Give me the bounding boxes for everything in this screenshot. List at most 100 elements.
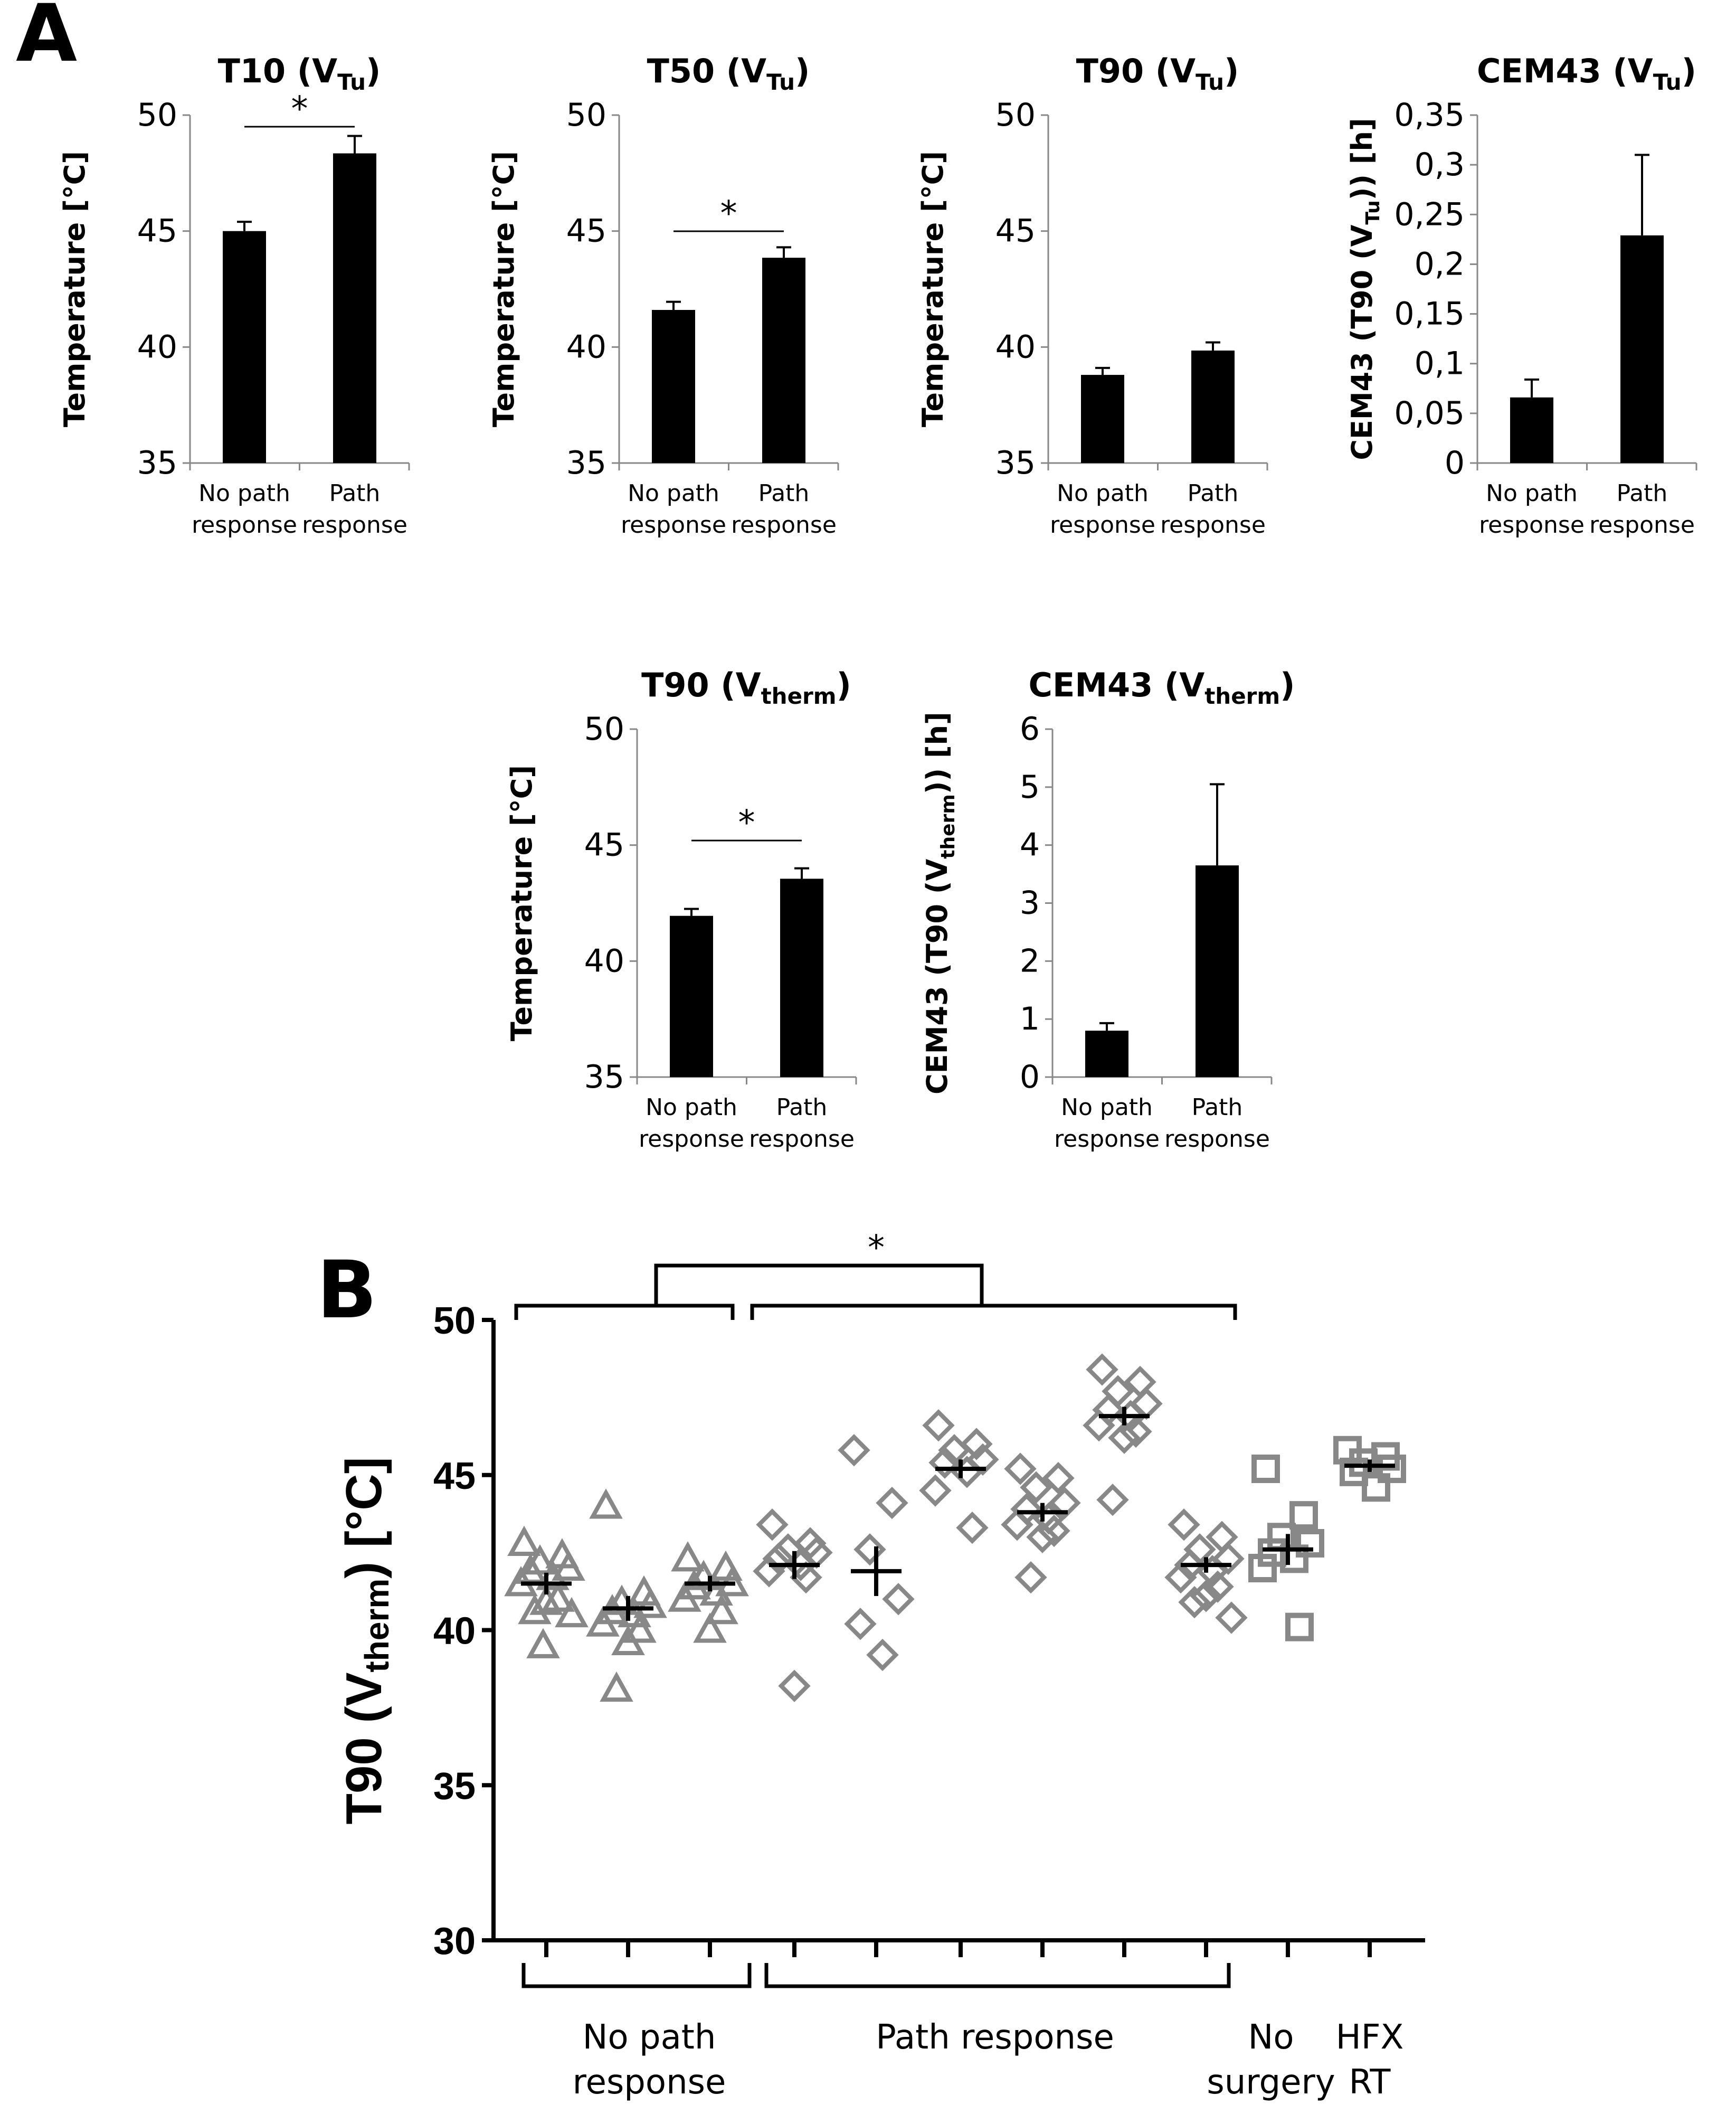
y-axis-label-main: CEM43 (T90 (V xyxy=(1345,224,1379,460)
scatter-chart-t90_vtherm_scatter: 30 35 40 45 50 T90 (Vtherm) [°C] * No path respo… xyxy=(336,1229,1425,2102)
group-label: RT xyxy=(1349,2063,1391,2102)
bar-no-path-response xyxy=(652,310,695,463)
chart-title-main: T90 (V xyxy=(641,666,761,704)
y-axis-label: T90 (Vtherm) [°C] xyxy=(336,1457,396,1824)
group-label: response xyxy=(573,2063,726,2102)
chart-title: CEM43 (VTu) xyxy=(1477,52,1696,95)
y-axis-label-end: )) [h] xyxy=(1345,118,1379,200)
category-label: No path xyxy=(1486,480,1578,507)
y-axis-label-main: T90 (V xyxy=(336,1673,392,1825)
chart-title-end: ) xyxy=(795,52,810,90)
y-tick-label: 35 xyxy=(584,1059,624,1096)
chart-title-sub: Tu xyxy=(766,69,795,95)
y-tick-label: 0 xyxy=(1445,445,1465,482)
significance-star: * xyxy=(291,90,308,129)
panel-label-b: B xyxy=(317,1244,377,1336)
data-point-diamond xyxy=(1178,1586,1211,1619)
data-point-diamond xyxy=(882,1583,915,1616)
chart-title-end: ) xyxy=(1224,52,1239,90)
y-tick-label: 45 xyxy=(584,827,624,864)
bracket-comparison xyxy=(654,1263,984,1306)
bracket-no-path xyxy=(514,1304,735,1320)
category-label: response xyxy=(1050,512,1155,539)
data-point-diamond xyxy=(919,1474,952,1507)
chart-title-sub: therm xyxy=(1204,683,1280,709)
data-point-triangle xyxy=(633,1588,667,1618)
category-label: Path xyxy=(1188,480,1239,507)
y-axis-label: Temperature [°C] xyxy=(487,151,520,427)
data-point-diamond xyxy=(838,1434,870,1467)
data-point-diamond xyxy=(1014,1561,1047,1594)
chart-title-main: T90 (V xyxy=(1076,52,1196,90)
data-point-triangle xyxy=(586,1606,620,1637)
data-point-triangle xyxy=(507,1525,541,1556)
data-point-square xyxy=(1296,1529,1324,1558)
y-tick-label: 40 xyxy=(995,328,1036,365)
category-label: response xyxy=(1589,512,1695,539)
data-point-diamond xyxy=(966,1443,999,1476)
y-tick-label: 4 xyxy=(1020,827,1040,864)
data-point-diamond xyxy=(1020,1471,1052,1504)
chart-title: T50 (VTu) xyxy=(647,52,810,95)
bar-chart-t90_vtherm: T90 (Vtherm) 35 40 45 50 Temperature [°C] No p… xyxy=(505,666,857,1153)
chart-title-end: ) xyxy=(837,666,851,704)
y-axis-label-end: ) [°C] xyxy=(336,1457,392,1578)
data-point-square xyxy=(1280,1544,1308,1573)
data-point-triangle xyxy=(518,1594,552,1625)
data-point-diamond xyxy=(1096,1484,1129,1516)
data-point-diamond xyxy=(922,1409,955,1442)
data-point-diamond xyxy=(844,1608,877,1640)
y-tick-label: 0,1 xyxy=(1415,345,1465,382)
data-point-triangle xyxy=(699,1575,733,1606)
y-axis-label: CEM43 (T90 (VTu)) [h] xyxy=(1345,118,1384,460)
y-tick-label: 0 xyxy=(1020,1059,1040,1096)
group-label: Path response xyxy=(876,2018,1114,2057)
category-label: response xyxy=(192,512,297,539)
y-tick-label: 0,05 xyxy=(1394,395,1465,432)
y-axis-label-main: CEM43 (T90 (V xyxy=(921,858,954,1094)
data-point-diamond xyxy=(1026,1521,1059,1553)
chart-title-end: ) xyxy=(1682,52,1696,90)
bar-chart-t50_vtu: T50 (VTu) 35 40 45 50 Temperature [°C] No path… xyxy=(487,52,839,539)
data-point-diamond xyxy=(1168,1508,1200,1541)
data-point-triangle xyxy=(552,1550,585,1581)
chart-title-end: ) xyxy=(1280,666,1295,704)
y-tick-label: 0,2 xyxy=(1415,246,1465,282)
data-point-diamond xyxy=(784,1549,817,1581)
data-point-diamond xyxy=(853,1533,886,1566)
group-label: No xyxy=(1248,2018,1294,2057)
bar-chart-t10_vtu: T10 (VTu) 35 40 45 50 Temperature [°C] No path… xyxy=(58,52,410,539)
bracket-path xyxy=(750,1304,1237,1320)
group-bracket-no-path xyxy=(521,1963,752,1988)
data-point-diamond xyxy=(1048,1486,1081,1520)
y-tick-label: 3 xyxy=(1020,885,1040,922)
data-point-triangle xyxy=(611,1625,645,1655)
group-label: surgery xyxy=(1207,2063,1335,2102)
y-axis-label-sub: therm xyxy=(937,794,959,859)
y-tick-label: 50 xyxy=(433,1300,476,1342)
group-bracket-path xyxy=(764,1963,1231,1988)
bar-no-path-response xyxy=(1081,375,1124,463)
y-tick-label: 35 xyxy=(995,445,1036,482)
data-point-diamond xyxy=(1108,1421,1141,1454)
data-point-triangle xyxy=(589,1488,623,1519)
category-label: response xyxy=(1054,1126,1160,1153)
y-axis-label-sub: therm xyxy=(358,1579,396,1673)
chart-title-sub: Tu xyxy=(1196,69,1224,95)
bar-path-response xyxy=(1620,235,1664,463)
data-point-diamond xyxy=(866,1638,899,1672)
category-label: response xyxy=(621,512,726,539)
category-label: Path xyxy=(776,1094,828,1121)
data-point-triangle xyxy=(668,1581,701,1612)
y-axis-label-end: )) [h] xyxy=(921,712,954,794)
panel-label-a: A xyxy=(16,0,77,80)
chart-title-main: CEM43 (V xyxy=(1477,52,1653,90)
y-axis-label: CEM43 (T90 (Vtherm)) [h] xyxy=(921,712,959,1094)
chart-title-sub: Tu xyxy=(337,69,366,95)
data-point-diamond xyxy=(790,1561,822,1594)
y-tick-label: 35 xyxy=(433,1765,476,1807)
y-tick-label: 35 xyxy=(566,445,606,482)
y-tick-label: 45 xyxy=(995,213,1036,250)
chart-title-main: CEM43 (V xyxy=(1028,666,1204,704)
chart-title: T10 (VTu) xyxy=(218,52,381,95)
